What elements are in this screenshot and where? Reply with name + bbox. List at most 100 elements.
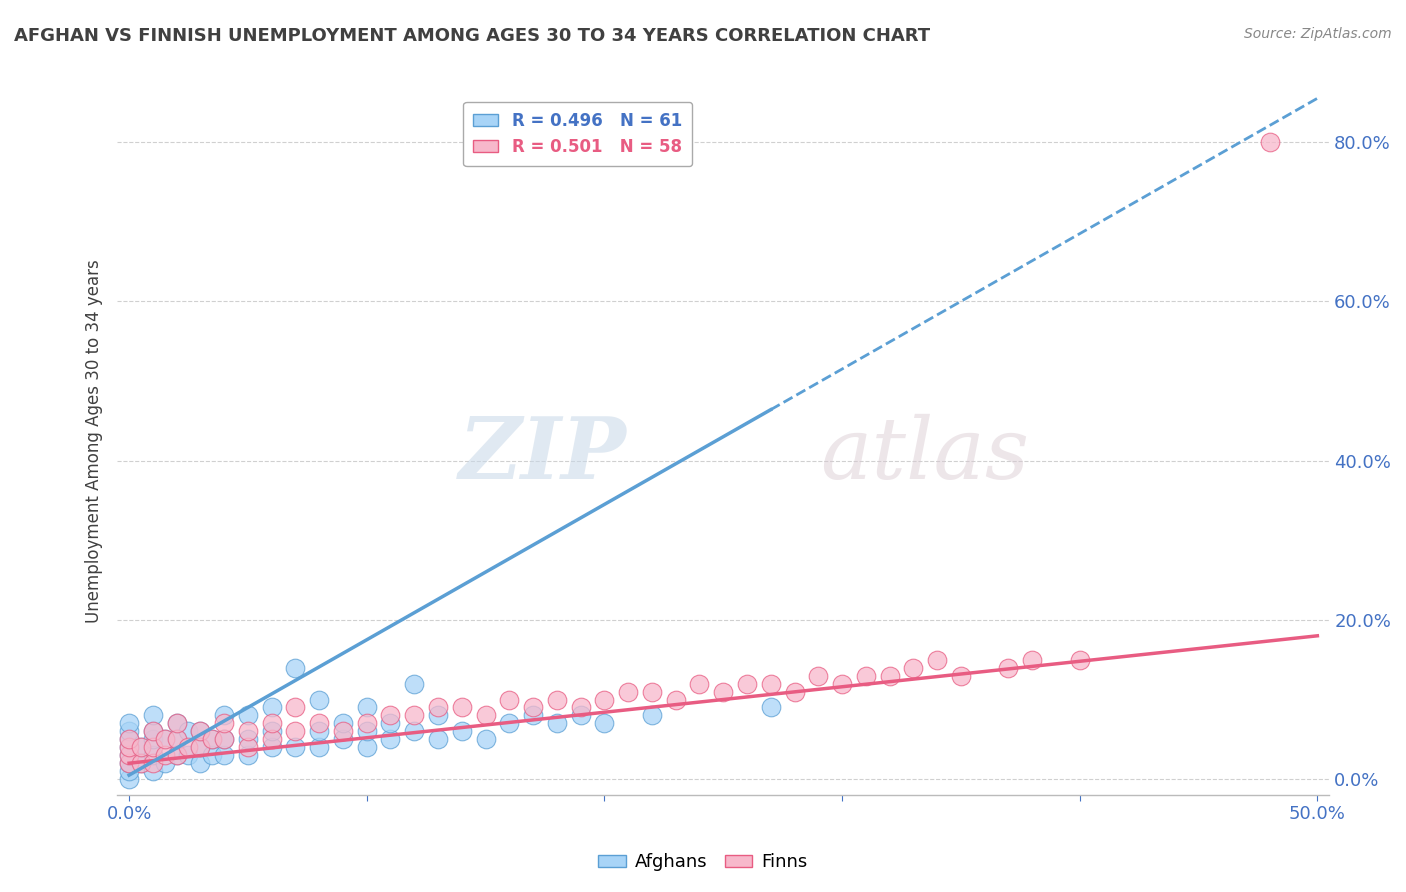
Point xyxy=(569,700,592,714)
Point xyxy=(308,740,330,755)
Point xyxy=(153,756,176,771)
Point xyxy=(129,756,152,771)
Point xyxy=(284,740,307,755)
Point xyxy=(404,724,426,739)
Point xyxy=(759,700,782,714)
Point xyxy=(142,748,165,763)
Point xyxy=(759,676,782,690)
Y-axis label: Unemployment Among Ages 30 to 34 years: Unemployment Among Ages 30 to 34 years xyxy=(86,259,103,623)
Point xyxy=(427,700,450,714)
Point xyxy=(212,732,235,747)
Point xyxy=(474,708,496,723)
Point xyxy=(177,740,200,755)
Point xyxy=(522,700,544,714)
Point xyxy=(260,716,283,731)
Point xyxy=(129,756,152,771)
Point xyxy=(332,724,354,739)
Point xyxy=(118,748,141,763)
Point xyxy=(711,684,734,698)
Point xyxy=(260,740,283,755)
Point xyxy=(142,708,165,723)
Point xyxy=(380,732,402,747)
Point xyxy=(236,732,259,747)
Point xyxy=(831,676,853,690)
Point xyxy=(212,708,235,723)
Point xyxy=(190,724,212,739)
Point xyxy=(498,692,520,706)
Point xyxy=(118,732,141,747)
Point xyxy=(118,748,141,763)
Point xyxy=(118,724,141,739)
Point xyxy=(380,716,402,731)
Point xyxy=(166,748,188,763)
Point xyxy=(118,716,141,731)
Point xyxy=(177,748,200,763)
Point xyxy=(177,724,200,739)
Point xyxy=(688,676,710,690)
Text: ZIP: ZIP xyxy=(458,413,626,497)
Point xyxy=(617,684,640,698)
Point xyxy=(427,732,450,747)
Point xyxy=(284,700,307,714)
Point xyxy=(404,676,426,690)
Point xyxy=(190,724,212,739)
Point xyxy=(665,692,688,706)
Point xyxy=(118,732,141,747)
Point xyxy=(118,740,141,755)
Point xyxy=(332,716,354,731)
Point xyxy=(783,684,806,698)
Point xyxy=(593,716,616,731)
Point xyxy=(118,772,141,786)
Point xyxy=(129,740,152,755)
Point xyxy=(153,732,176,747)
Point xyxy=(236,708,259,723)
Point xyxy=(201,732,224,747)
Point xyxy=(427,708,450,723)
Point xyxy=(356,724,378,739)
Point xyxy=(308,692,330,706)
Point xyxy=(142,732,165,747)
Point xyxy=(1069,653,1091,667)
Point xyxy=(356,740,378,755)
Point xyxy=(212,748,235,763)
Point xyxy=(166,716,188,731)
Point xyxy=(153,732,176,747)
Point xyxy=(166,748,188,763)
Point xyxy=(569,708,592,723)
Point xyxy=(641,684,664,698)
Point xyxy=(166,732,188,747)
Point xyxy=(201,732,224,747)
Point xyxy=(546,692,568,706)
Point xyxy=(118,740,141,755)
Point xyxy=(450,724,472,739)
Text: atlas: atlas xyxy=(820,414,1029,496)
Text: Source: ZipAtlas.com: Source: ZipAtlas.com xyxy=(1244,27,1392,41)
Point xyxy=(903,660,925,674)
Point xyxy=(332,732,354,747)
Point xyxy=(142,756,165,771)
Point xyxy=(1021,653,1043,667)
Point xyxy=(404,708,426,723)
Point xyxy=(356,700,378,714)
Point xyxy=(380,708,402,723)
Point xyxy=(855,668,877,682)
Point xyxy=(356,716,378,731)
Point xyxy=(949,668,972,682)
Point xyxy=(546,716,568,731)
Point xyxy=(474,732,496,747)
Point xyxy=(142,764,165,779)
Point xyxy=(284,724,307,739)
Point xyxy=(308,724,330,739)
Point xyxy=(260,700,283,714)
Point xyxy=(284,660,307,674)
Point xyxy=(142,724,165,739)
Point xyxy=(807,668,830,682)
Point xyxy=(308,716,330,731)
Point xyxy=(212,716,235,731)
Point xyxy=(997,660,1019,674)
Point xyxy=(142,724,165,739)
Point xyxy=(190,740,212,755)
Point xyxy=(212,732,235,747)
Point xyxy=(593,692,616,706)
Text: AFGHAN VS FINNISH UNEMPLOYMENT AMONG AGES 30 TO 34 YEARS CORRELATION CHART: AFGHAN VS FINNISH UNEMPLOYMENT AMONG AGE… xyxy=(14,27,931,45)
